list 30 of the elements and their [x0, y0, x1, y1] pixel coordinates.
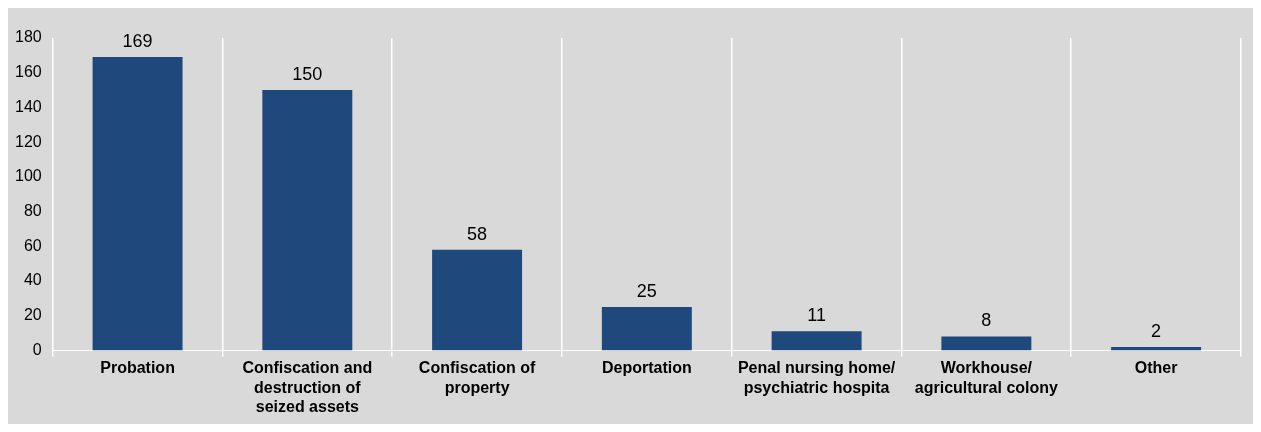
bar [92, 57, 183, 351]
data-label: 58 [467, 223, 488, 244]
bar [601, 307, 692, 351]
x-tick-label: Confiscation of property [418, 359, 536, 396]
x-tick-label: Workhouse/ agricultural colony [914, 359, 1059, 396]
y-tick-label: 180 [14, 28, 42, 46]
x-tick-label: Probation [100, 359, 175, 377]
bar [262, 90, 353, 351]
data-label: 11 [807, 305, 826, 326]
y-tick-label: 160 [14, 63, 42, 81]
y-tick-label: 140 [14, 97, 42, 115]
bar [771, 331, 862, 351]
y-tick-label: 0 [32, 340, 42, 358]
y-tick-label: 80 [23, 201, 42, 219]
y-tick-label: 40 [23, 271, 42, 289]
y-tick-label: 20 [23, 306, 42, 324]
y-tick-label: 100 [14, 167, 42, 185]
x-tick-label: Deportation [601, 359, 692, 377]
data-label: 2 [1151, 320, 1162, 341]
data-label: 169 [122, 31, 153, 52]
x-tick-label: Penal nursing home/ psychiatric hospita [737, 359, 896, 396]
y-tick-label: 120 [14, 132, 42, 150]
y-tick-label: 60 [23, 236, 42, 254]
x-tick-label: Other [1134, 359, 1178, 377]
bar [941, 336, 1032, 351]
data-label: 150 [292, 64, 323, 85]
data-label: 8 [981, 310, 992, 331]
x-tick-label: Confiscation and destruction of seized assets [242, 359, 373, 415]
bar [432, 249, 523, 351]
data-label: 25 [636, 280, 657, 301]
